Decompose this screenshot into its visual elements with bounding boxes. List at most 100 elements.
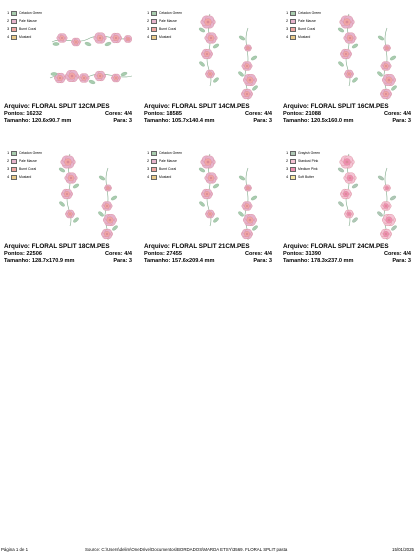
embroidery-preview [337,153,397,241]
leaf-motif [238,35,246,41]
rose-motif [242,74,258,86]
legend-swatch [11,19,17,24]
leaf-motif [377,71,383,77]
rose-motif [380,201,392,211]
rose-motif [201,188,213,200]
legend-row: 1 Celadon Green [7,150,51,158]
page-number: Página 1 de 1 [1,547,29,552]
rose-motif [343,32,357,44]
legend-swatch [290,27,296,32]
legend-number: 3 [147,166,150,171]
rose-motif [204,172,218,184]
leaf-motif [238,71,244,77]
legend-swatch [11,159,17,164]
legend-name: Pale Mauve [159,19,177,23]
file-name: Arquivo: FLORAL SPLIT 21CM.PES [144,243,250,250]
color-legend: 1 Celadon Green 2 Pale Mauve 3 Burnt Coral … [7,10,51,42]
legend-row: 3 Burnt Coral [147,26,191,34]
embroidery-preview [49,32,132,85]
rose-motif [241,201,253,211]
color-legend: 1 Celadon Green 2 Pale Mauve 3 Burnt Coral … [147,150,191,182]
legend-number: 3 [7,26,10,31]
legend-name: Medium Pink [298,167,318,171]
rose-motif [101,201,113,211]
leaf-motif [58,167,66,173]
leaf-motif [52,42,60,46]
design-info: Arquivo: FLORAL SPLIT 21CM.PES Pontos: 2… [144,243,272,265]
leaf-motif [73,217,79,223]
legend-number: 1 [286,150,289,155]
legend-row: 3 Burnt Coral [286,26,330,34]
color-legend: 1 Celadon Green 2 Pale Mauve 3 Burnt Coral … [147,10,191,42]
rose-motif [344,209,354,219]
leaf-motif [84,41,92,47]
leaf-motif [198,27,206,33]
legend-swatch [11,151,17,156]
legend-name: Burnt Coral [298,27,316,31]
legend-number: 1 [286,10,289,15]
source-path: Source: C:\Users\delim\OneDrive\Document… [85,547,288,552]
legend-swatch [11,35,17,40]
page-footer: Página 1 de 1 Source: C:\Users\delim\One… [1,545,414,555]
legend-name: Burnt Coral [159,167,177,171]
legend-swatch [290,11,296,16]
leaf-motif [389,55,397,61]
legend-swatch [290,19,296,24]
legend-row: 2 Pale Mauve [7,18,51,26]
leaf-motif [238,175,246,181]
legend-name: Grayish Green [298,151,321,155]
leaf-motif [351,183,359,189]
leaf-motif [212,183,220,189]
legend-swatch [151,151,157,156]
legend-number: 4 [7,34,10,39]
legend-name: Mustard [159,35,172,39]
rose-motif [64,70,80,82]
color-legend: 1 Grayish Green 2 Stardust Pink 3 Medium Pi… [286,150,330,182]
legend-name: Celadon Green [298,11,321,15]
rose-motif [343,172,357,184]
legend-name: Mustard [298,35,311,39]
rose-motif [381,214,397,226]
rose-motif [104,184,112,192]
rose-motif [78,73,90,83]
legend-name: Mustard [19,175,32,179]
leaf-motif [110,195,118,201]
legend-row: 4 Mustard [7,174,51,182]
legend-name: Mustard [19,35,32,39]
rose-motif [94,70,106,82]
legend-swatch [290,151,296,156]
file-name: Arquivo: FLORAL SPLIT 12CM.PES [4,103,110,110]
legend-swatch [11,27,17,32]
legend-name: Burnt Coral [159,27,177,31]
rose-motif [101,228,113,240]
color-legend: 1 Celadon Green 2 Pale Mauve 3 Burnt Coral … [7,150,51,182]
file-name: Arquivo: FLORAL SPLIT 18CM.PES [4,243,110,250]
legend-row: 1 Celadon Green [147,150,191,158]
leaf-motif [212,43,220,49]
design-card: 1 Celadon Green 2 Pale Mauve 3 Burnt Coral … [4,148,132,276]
design-info: Arquivo: FLORAL SPLIT 14CM.PES Pontos: 1… [144,103,272,125]
rose-motif [110,32,122,44]
legend-number: 2 [7,18,10,23]
legend-name: Burnt Coral [19,27,37,31]
rose-motif [380,228,392,240]
legend-name: Celadon Green [19,11,42,15]
legend-row: 1 Celadon Green [147,10,191,18]
legend-name: Pale Mauve [19,19,37,23]
rose-motif [123,35,132,43]
rose-motif [340,48,352,60]
legend-number: 4 [7,174,10,179]
legend-row: 4 Mustard [147,34,191,42]
legend-row: 1 Grayish Green [286,150,330,158]
rose-motif [61,188,73,200]
legend-number: 3 [286,166,289,171]
leaf-motif [98,175,106,181]
points-line: Pontos: 22506 Cores: 4/4 [4,251,132,257]
legend-row: 3 Burnt Coral [7,166,51,174]
legend-name: Celadon Green [159,151,182,155]
leaf-motif [252,85,258,91]
print-date: 15/01/2025 [392,547,414,552]
rose-motif [241,228,253,240]
rose-motif [56,33,68,43]
rose-motif [340,188,352,200]
